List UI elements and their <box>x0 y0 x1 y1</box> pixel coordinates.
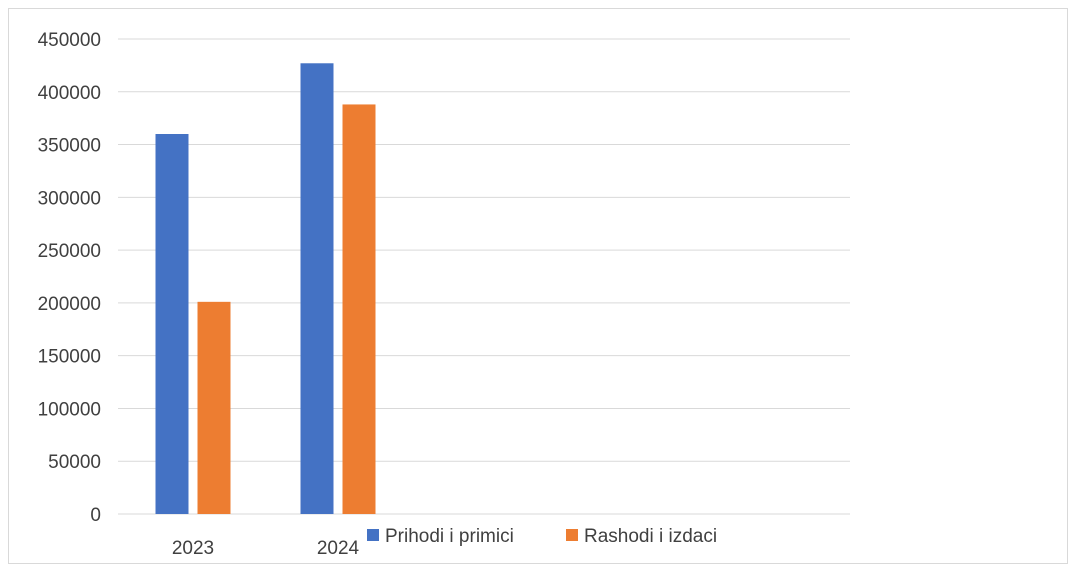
bar-rashodi-i-izdaci-2024 <box>342 104 376 514</box>
legend-label: Prihodi i primici <box>385 526 514 547</box>
y-tick-label: 50000 <box>48 452 101 473</box>
y-tick-label: 300000 <box>38 188 101 209</box>
y-tick-label: 250000 <box>38 241 101 262</box>
y-tick-label: 150000 <box>38 347 101 368</box>
y-tick-label: 200000 <box>38 294 101 315</box>
legend-swatch <box>566 529 578 541</box>
y-tick-label: 100000 <box>38 399 101 420</box>
y-tick-label: 0 <box>90 505 101 526</box>
bar-rashodi-i-izdaci-2023 <box>197 301 231 514</box>
bars <box>155 63 376 515</box>
y-tick-label: 450000 <box>38 30 101 51</box>
y-tick-label: 400000 <box>38 83 101 104</box>
legend-item-rashodi-i-izdaci: Rashodi i izdaci <box>566 526 717 547</box>
gridlines <box>118 38 850 515</box>
legend-item-prihodi-i-primici: Prihodi i primici <box>367 526 514 547</box>
legend-swatch <box>367 529 379 541</box>
legend-label: Rashodi i izdaci <box>584 526 717 547</box>
bar-prihodi-i-primici-2023 <box>155 134 189 514</box>
y-axis-ticks: 0 50000 100000 150000 200000 250000 300000 3500… <box>38 30 101 526</box>
x-tick-label: 2024 <box>317 538 360 559</box>
y-tick-label: 350000 <box>38 136 101 157</box>
legend: Prihodi i primici Rashodi i izdaci <box>367 526 717 547</box>
x-tick-label: 2023 <box>172 538 214 559</box>
bar-prihodi-i-primici-2024 <box>300 63 334 515</box>
x-axis-ticks: 2023 2024 <box>172 538 360 559</box>
